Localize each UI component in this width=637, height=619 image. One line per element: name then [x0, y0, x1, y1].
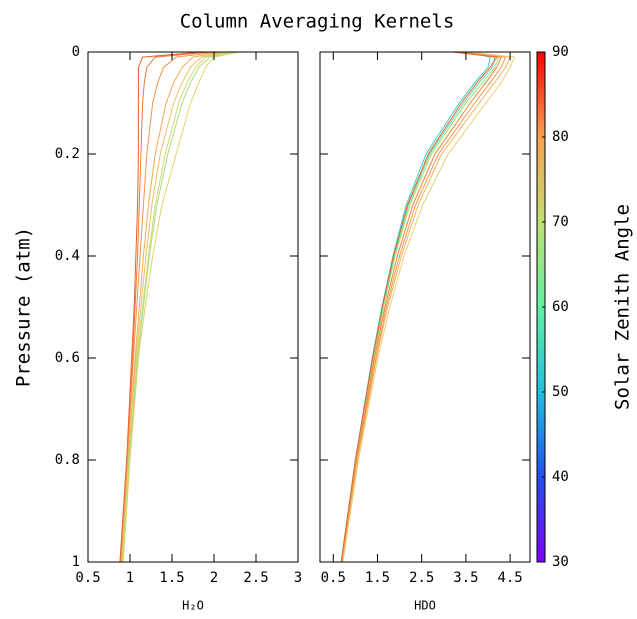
x-tick-label: 3.5 [453, 570, 478, 586]
data-line [121, 51, 236, 563]
colorbar-tick-label: 30 [552, 554, 569, 570]
colorbar-tick-label: 90 [552, 44, 569, 60]
x-axis-label: H₂O [182, 599, 204, 613]
x-tick-label: 1.5 [159, 570, 184, 586]
x-tick-label: 4.5 [497, 570, 522, 586]
data-line [121, 51, 223, 563]
colorbar-tick-label: 50 [552, 384, 569, 400]
y-tick-label: 0.6 [55, 350, 80, 366]
x-tick-label: 3 [294, 570, 302, 586]
y-tick-label: 0.8 [55, 452, 80, 468]
x-tick-label: 1 [126, 570, 134, 586]
colorbar-tick-label: 70 [552, 214, 569, 230]
data-line [340, 51, 496, 563]
x-axis-label: HDO [414, 599, 436, 613]
data-line [120, 51, 210, 563]
chart-title: Column Averaging Kernels [180, 11, 455, 33]
x-tick-label: 2.5 [243, 570, 268, 586]
x-tick-label: 0.5 [321, 570, 346, 586]
data-line [122, 51, 240, 563]
colorbar-tick-label: 40 [552, 469, 569, 485]
y-tick-label: 0.2 [55, 146, 80, 162]
colorbar-tick-label: 80 [552, 129, 569, 145]
y-tick-label: 1 [72, 554, 80, 570]
x-tick-label: 2.5 [409, 570, 434, 586]
data-line [341, 51, 507, 563]
colorbar-tick-label: 60 [552, 299, 569, 315]
data-line [340, 51, 491, 563]
colorbar-label: Solar Zenith Angle [612, 204, 634, 410]
y-tick-label: 0 [72, 44, 80, 60]
data-line [342, 51, 511, 563]
plot-frame [319, 51, 531, 563]
x-tick-label: 2 [210, 570, 218, 586]
y-tick-label: 0.4 [55, 248, 80, 264]
data-line [340, 51, 498, 563]
y-axis-label: Pressure (atm) [13, 227, 35, 387]
x-tick-label: 1.5 [365, 570, 390, 586]
data-line [342, 51, 516, 563]
data-line [341, 51, 502, 563]
x-tick-label: 0.5 [75, 570, 100, 586]
data-line [119, 51, 202, 563]
data-line [121, 51, 231, 563]
data-line [121, 51, 219, 563]
data-line [121, 51, 227, 563]
data-line [341, 51, 500, 563]
plot-frame [87, 51, 299, 563]
